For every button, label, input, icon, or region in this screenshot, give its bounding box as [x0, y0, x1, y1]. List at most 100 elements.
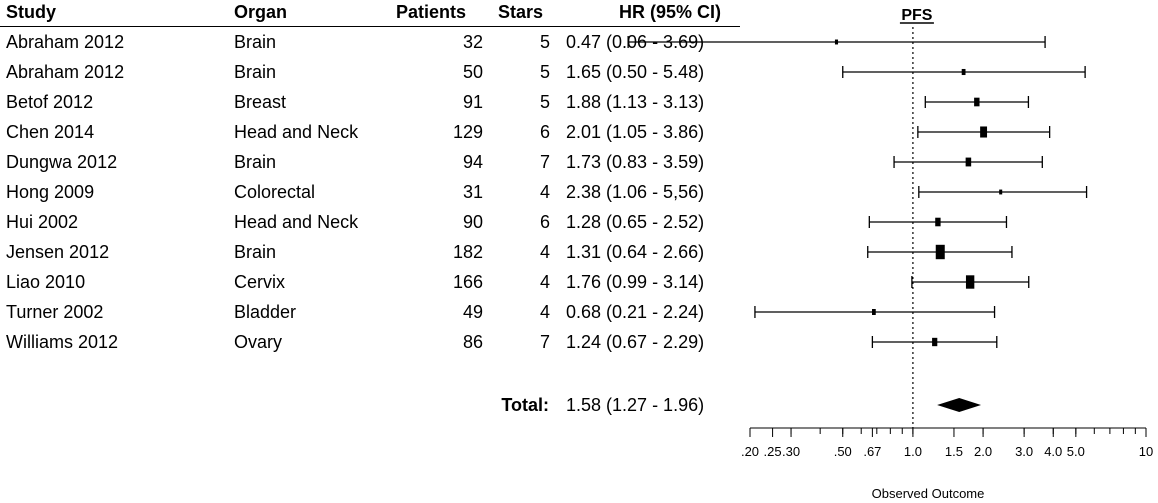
organ-name: Brain — [234, 32, 277, 52]
total-label: Total: — [501, 395, 549, 415]
organ-name: Colorectal — [234, 182, 316, 202]
header-divider — [0, 26, 740, 27]
point-estimate — [980, 126, 988, 138]
header-patients: Patients — [396, 2, 467, 22]
patients-count: 32 — [462, 32, 483, 52]
hr-value: 1.65 (0.50 - 5.48) — [566, 62, 705, 82]
x-tick-label: 4.0 — [1044, 444, 1062, 459]
x-tick-label: 1.0 — [904, 444, 922, 459]
patients-count: 86 — [462, 332, 483, 352]
table-row: Abraham 2012 Brain 32 5 0.47 (0.06 - 3.69) — [0, 27, 745, 57]
hr-value: 1.31 (0.64 - 2.66) — [566, 242, 705, 262]
point-estimate — [935, 217, 941, 227]
hr-value: 2.38 (1.06 - 5,56) — [566, 182, 705, 202]
organ-name: Bladder — [234, 302, 297, 322]
study-name: Turner 2002 — [6, 302, 104, 322]
stars-count: 4 — [539, 242, 550, 262]
patients-count: 129 — [452, 122, 483, 142]
stars-count: 4 — [539, 302, 550, 322]
x-tick-label: .30 — [782, 444, 800, 459]
patients-count: 49 — [462, 302, 483, 322]
total-hr-value: 1.58 (1.27 - 1.96) — [566, 395, 705, 415]
hr-value: 0.68 (0.21 - 2.24) — [566, 302, 705, 322]
stars-count: 5 — [539, 92, 550, 112]
x-tick-label: 1.5 — [945, 444, 963, 459]
table-row: Williams 2012 Ovary 86 7 1.24 (0.67 - 2.29) — [0, 327, 745, 357]
point-estimate — [999, 189, 1003, 195]
study-name: Hong 2009 — [6, 182, 95, 202]
stars-count: 6 — [539, 122, 550, 142]
header-study: Study — [6, 2, 57, 22]
organ-name: Brain — [234, 152, 277, 172]
point-estimate — [935, 244, 945, 260]
stars-count: 5 — [539, 62, 550, 82]
table-row: Turner 2002 Bladder 49 4 0.68 (0.21 - 2.24) — [0, 297, 745, 327]
stars-count: 5 — [539, 32, 550, 52]
x-tick-label: 10 — [1139, 444, 1153, 459]
study-name: Jensen 2012 — [6, 242, 110, 262]
table-row: Abraham 2012 Brain 50 5 1.65 (0.50 - 5.48) — [0, 57, 745, 87]
stars-count: 6 — [539, 212, 550, 232]
point-estimate — [965, 275, 975, 289]
patients-count: 91 — [462, 92, 483, 112]
hr-value: 1.73 (0.83 - 3.59) — [566, 152, 705, 172]
study-name: Williams 2012 — [6, 332, 119, 352]
table-row: Dungwa 2012 Brain 94 7 1.73 (0.83 - 3.59) — [0, 147, 745, 177]
organ-name: Ovary — [234, 332, 283, 352]
x-tick-label: 2.0 — [974, 444, 992, 459]
header-hr: HR (95% CI) — [619, 2, 722, 22]
patients-count: 94 — [462, 152, 483, 172]
total-diamond — [937, 398, 982, 412]
x-tick-label: .25 — [764, 444, 782, 459]
study-name: Liao 2010 — [6, 272, 86, 292]
point-estimate — [932, 337, 938, 347]
point-estimate — [834, 39, 839, 45]
patients-count: 50 — [462, 62, 483, 82]
plot-title: PFS — [901, 7, 932, 24]
study-name: Abraham 2012 — [6, 32, 125, 52]
stars-count: 7 — [539, 152, 550, 172]
table-row: Betof 2012 Breast 91 5 1.88 (1.13 - 3.13) — [0, 87, 745, 117]
stars-count: 4 — [539, 182, 550, 202]
organ-name: Breast — [234, 92, 287, 112]
table-row: Hui 2002 Head and Neck 90 6 1.28 (0.65 - 2.5… — [0, 207, 745, 237]
x-tick-label: .67 — [863, 444, 881, 459]
header-stars: Stars — [498, 2, 544, 22]
study-name: Dungwa 2012 — [6, 152, 118, 172]
study-name: Betof 2012 — [6, 92, 94, 112]
organ-name: Head and Neck — [234, 122, 359, 142]
point-estimate — [961, 68, 966, 76]
stars-count: 4 — [539, 272, 550, 292]
hr-value: 1.76 (0.99 - 3.14) — [566, 272, 705, 292]
organ-name: Cervix — [234, 272, 286, 292]
x-tick-label: 5.0 — [1067, 444, 1085, 459]
table-row: Chen 2014 Head and Neck 129 6 2.01 (1.05 - 3… — [0, 117, 745, 147]
study-name: Chen 2014 — [6, 122, 95, 142]
x-axis-label: Observed Outcome — [872, 486, 985, 501]
table-row: Jensen 2012 Brain 182 4 1.31 (0.64 - 2.66) — [0, 237, 745, 267]
patients-count: 31 — [462, 182, 483, 202]
stars-count: 7 — [539, 332, 550, 352]
organ-name: Head and Neck — [234, 212, 359, 232]
x-tick-label: 3.0 — [1015, 444, 1033, 459]
organ-name: Brain — [234, 62, 277, 82]
patients-count: 90 — [462, 212, 483, 232]
point-estimate — [872, 309, 876, 315]
table-row: Hong 2009 Colorectal 31 4 2.38 (1.06 - 5,56) — [0, 177, 745, 207]
hr-value: 2.01 (1.05 - 3.86) — [566, 122, 705, 142]
study-name: Abraham 2012 — [6, 62, 125, 82]
header-organ: Organ — [234, 2, 288, 22]
organ-name: Brain — [234, 242, 277, 262]
point-estimate — [965, 157, 972, 167]
patients-count: 182 — [452, 242, 483, 262]
hr-value: 1.88 (1.13 - 3.13) — [566, 92, 705, 112]
point-estimate — [974, 97, 980, 107]
patients-count: 166 — [452, 272, 483, 292]
x-tick-label: .20 — [741, 444, 759, 459]
hr-value: 1.24 (0.67 - 2.29) — [566, 332, 705, 352]
hr-value: 1.28 (0.65 - 2.52) — [566, 212, 705, 232]
study-name: Hui 2002 — [6, 212, 79, 232]
x-tick-label: .50 — [834, 444, 852, 459]
table-row: Liao 2010 Cervix 166 4 1.76 (0.99 - 3.14) — [0, 267, 745, 297]
